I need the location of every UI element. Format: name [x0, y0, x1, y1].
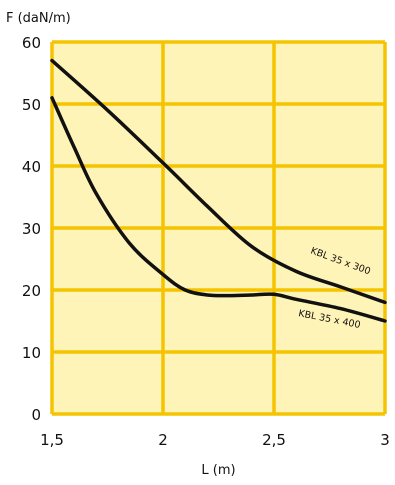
x-tick-label: 1,5	[40, 431, 64, 449]
x-axis-label: L (m)	[201, 463, 235, 478]
series-lines	[50, 58, 387, 323]
y-tick-label: 60	[22, 34, 41, 52]
y-tick-label: 50	[22, 96, 41, 114]
series-line-1	[50, 58, 387, 305]
y-tick-label: 0	[31, 406, 41, 424]
series-line-2	[50, 96, 387, 323]
grid	[50, 40, 387, 416]
tick-labels: 0 10 20 30 40 50 60 1,5 2 2,5 3	[22, 34, 390, 449]
y-tick-label: 10	[22, 344, 41, 362]
y-axis-label: F (daN/m)	[6, 11, 71, 26]
y-tick-label: 20	[22, 282, 41, 300]
x-tick-label: 2,5	[262, 431, 286, 449]
y-tick-label: 30	[22, 220, 41, 238]
x-tick-label: 3	[380, 431, 390, 449]
y-tick-label: 40	[22, 158, 41, 176]
x-tick-label: 2	[158, 431, 168, 449]
